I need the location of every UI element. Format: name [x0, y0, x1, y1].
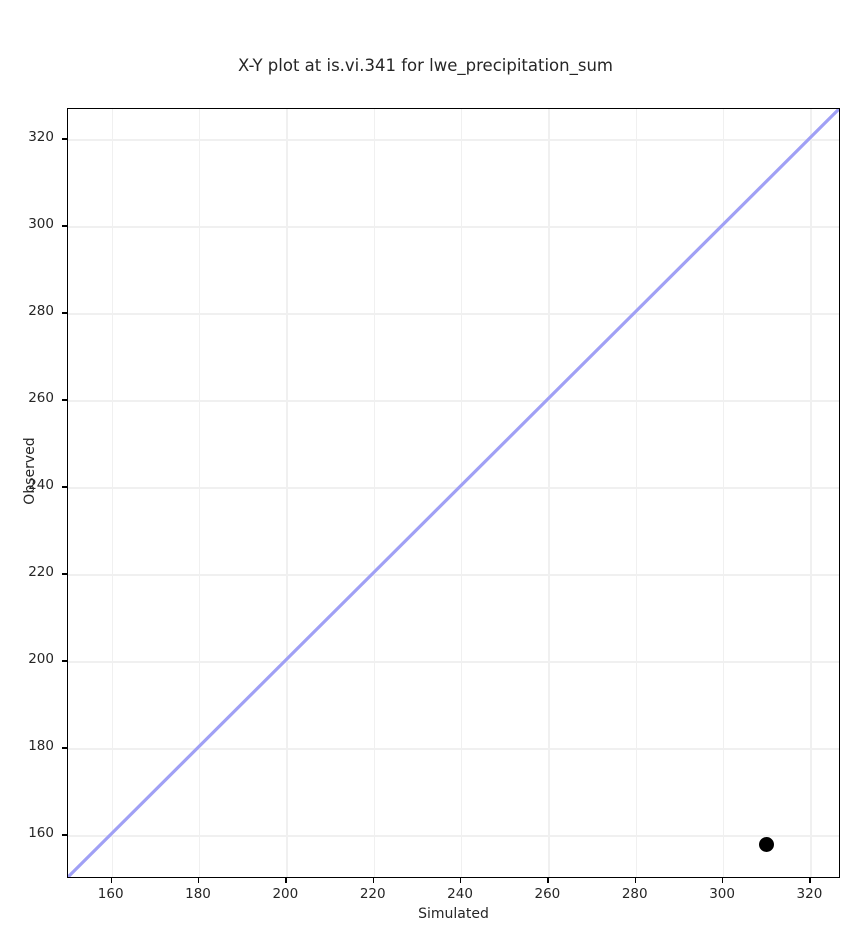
y-tick-200	[62, 660, 67, 662]
x-tick-label-160: 160	[97, 886, 124, 902]
gridline-y-200	[68, 661, 839, 663]
gridline-y-240	[68, 487, 839, 489]
y-tick-300	[62, 225, 67, 227]
x-tick-label-300: 300	[709, 886, 735, 902]
gridline-y-280	[68, 313, 839, 315]
gridline-x-200	[286, 109, 288, 877]
y-tick-label-320: 320	[28, 129, 54, 146]
gridline-x-300	[723, 109, 725, 877]
x-tick-label-320: 320	[796, 886, 823, 902]
y-tick-280	[62, 312, 67, 314]
one-to-one-reference-line	[68, 109, 839, 877]
y-tick-label-300: 300	[28, 216, 54, 233]
x-axis-label: Simulated	[418, 906, 489, 922]
gridline-y-180	[68, 748, 839, 750]
gridline-y-320	[68, 139, 839, 141]
x-tick-300	[722, 878, 724, 883]
x-tick-label-180: 180	[185, 886, 211, 902]
x-tick-200	[285, 878, 287, 883]
y-tick-320	[62, 138, 67, 140]
chart-title-line-1: X-Y plot at is.vi.341 for lwe_precipitat…	[238, 56, 613, 75]
x-tick-label-200: 200	[272, 886, 299, 902]
x-tick-160	[110, 878, 112, 883]
x-tick-label-280: 280	[621, 886, 648, 902]
y-tick-label-280: 280	[28, 303, 54, 320]
x-tick-320	[809, 878, 811, 883]
x-tick-280	[634, 878, 637, 883]
x-tick-label-260: 260	[534, 886, 561, 902]
y-tick-label-240: 240	[28, 477, 54, 494]
y-tick-180	[62, 747, 67, 749]
y-tick-260	[62, 399, 67, 401]
y-tick-160	[62, 834, 67, 836]
gridline-x-320	[810, 109, 812, 877]
y-tick-label-180: 180	[28, 738, 54, 755]
gridline-x-240	[461, 109, 463, 877]
x-tick-220	[372, 878, 374, 883]
gridline-y-260	[68, 400, 839, 402]
gridline-y-300	[68, 226, 839, 228]
gridline-x-160	[111, 109, 114, 877]
gridline-y-160	[68, 835, 839, 837]
gridline-y-220	[68, 574, 839, 576]
y-tick-label-160: 160	[28, 825, 54, 842]
x-tick-180	[198, 878, 200, 883]
gridline-x-180	[199, 109, 201, 877]
gridline-x-220	[373, 109, 376, 877]
plot-area	[67, 108, 840, 878]
x-tick-label-220: 220	[359, 886, 386, 902]
y-tick-220	[62, 573, 67, 575]
data-point	[759, 836, 775, 852]
y-tick-240	[62, 486, 67, 488]
gridline-x-260	[548, 109, 550, 877]
x-tick-260	[547, 878, 549, 883]
y-tick-label-260: 260	[28, 390, 54, 407]
y-axis-label: Observed	[22, 437, 38, 505]
gridline-x-280	[635, 109, 638, 877]
y-tick-label-220: 220	[28, 564, 54, 581]
x-tick-240	[460, 878, 462, 883]
x-tick-label-240: 240	[447, 886, 473, 902]
y-tick-label-200: 200	[28, 651, 54, 668]
